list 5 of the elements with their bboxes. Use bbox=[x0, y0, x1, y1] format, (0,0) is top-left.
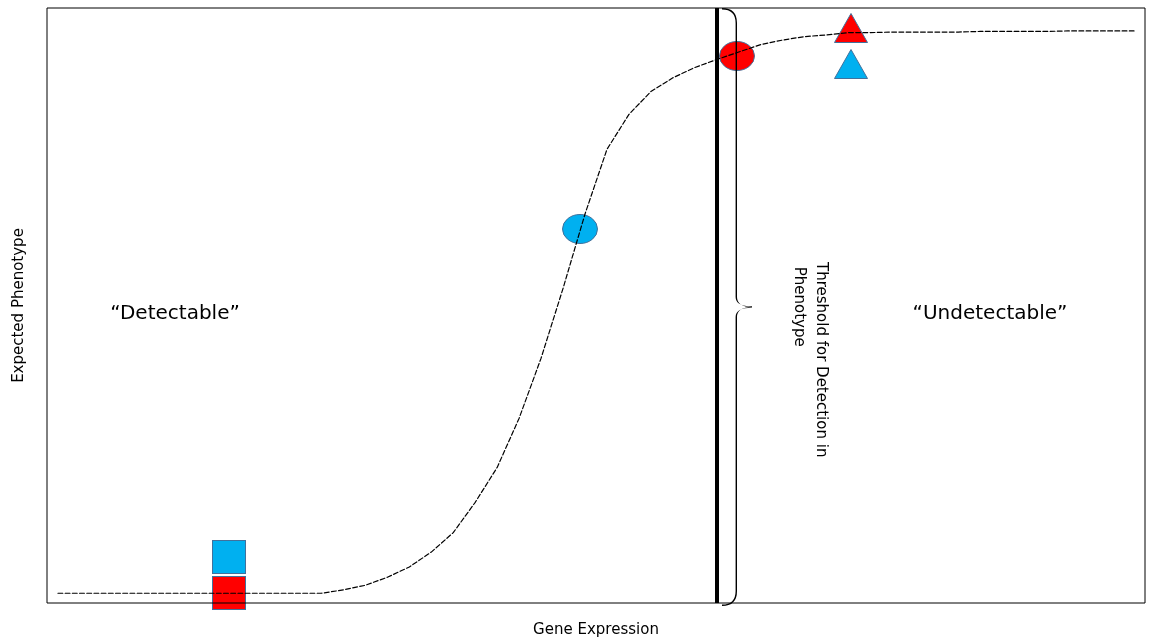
y-axis-title: Expected Phenotype bbox=[8, 228, 27, 383]
x-axis-title: Gene Expression bbox=[533, 619, 659, 638]
annotation: “Undetectable” bbox=[912, 300, 1068, 324]
annotation: “Detectable” bbox=[110, 300, 240, 324]
annotation: Threshold for Detection in Phenotype bbox=[790, 261, 831, 458]
